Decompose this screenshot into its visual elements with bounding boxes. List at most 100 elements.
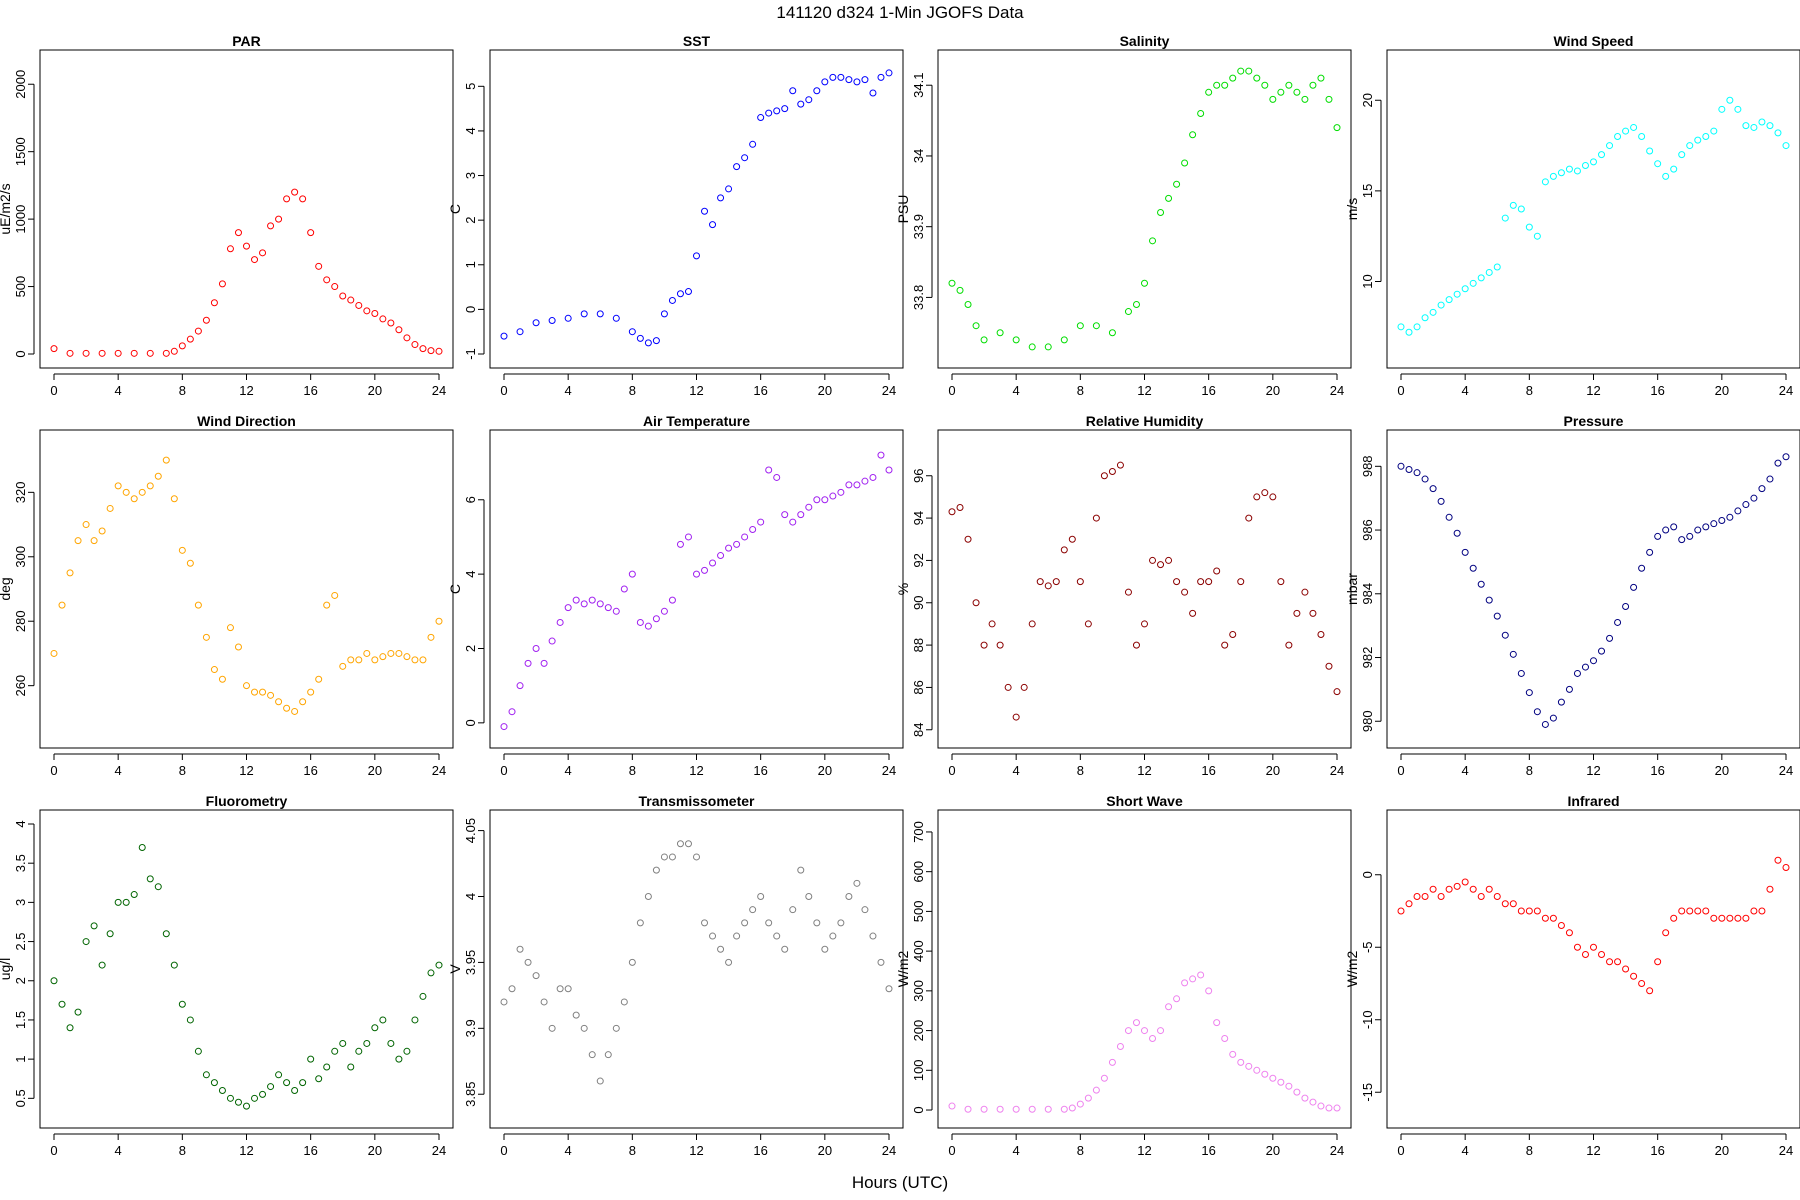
data-point xyxy=(82,938,90,946)
data-point xyxy=(1469,279,1477,287)
data-point xyxy=(1485,885,1493,893)
data-point xyxy=(1710,127,1718,135)
data-point xyxy=(1493,612,1501,620)
plot-frame xyxy=(39,429,454,749)
data-point xyxy=(684,840,692,848)
data-point xyxy=(821,945,829,953)
data-point xyxy=(162,349,170,357)
data-point xyxy=(789,906,797,914)
data-point xyxy=(307,229,315,237)
data-point xyxy=(122,488,130,496)
x-tick-label: 4 xyxy=(565,383,572,398)
data-point xyxy=(1710,914,1718,922)
data-point xyxy=(1750,907,1758,915)
data-point xyxy=(1557,169,1565,177)
data-point xyxy=(1662,929,1670,937)
data-point xyxy=(1429,885,1437,893)
data-point xyxy=(1638,133,1646,140)
data-point xyxy=(202,633,210,641)
y-tick-label: 300 xyxy=(911,980,926,1002)
data-point xyxy=(1116,461,1124,469)
data-point xyxy=(1293,88,1301,96)
data-point xyxy=(781,105,789,113)
data-point xyxy=(1277,578,1285,586)
x-tick-label: 4 xyxy=(115,763,122,778)
data-point xyxy=(988,620,996,628)
y-tick-label: 3.9 xyxy=(463,1019,478,1037)
data-point xyxy=(1413,469,1421,477)
x-tick-label: 20 xyxy=(1715,763,1729,778)
data-point xyxy=(331,591,339,599)
y-tick-label: 260 xyxy=(13,675,28,697)
y-tick-label: 3.85 xyxy=(463,1082,478,1107)
panel-7: Pressure mbar 0 4 8 12 16 20 24 980 982 984 986 988 xyxy=(1344,413,1800,778)
data-point xyxy=(1309,81,1317,89)
data-point xyxy=(1084,1094,1092,1102)
data-point xyxy=(652,337,660,345)
data-point xyxy=(1686,532,1694,540)
data-point xyxy=(411,1016,419,1024)
x-tick-label: 20 xyxy=(1715,1143,1729,1158)
data-point xyxy=(1189,609,1197,617)
data-point xyxy=(1173,995,1181,1003)
data-point xyxy=(1726,513,1734,521)
data-point xyxy=(1325,95,1333,103)
data-point xyxy=(1662,172,1670,180)
data-point xyxy=(1076,1100,1084,1108)
data-point xyxy=(741,919,749,927)
data-point xyxy=(427,633,435,641)
data-point xyxy=(299,698,307,706)
data-point xyxy=(1269,1074,1277,1082)
data-point xyxy=(869,473,877,481)
data-point xyxy=(516,328,524,336)
data-point xyxy=(1333,124,1341,132)
data-point xyxy=(1509,650,1517,658)
data-point xyxy=(1581,162,1589,169)
data-point xyxy=(355,301,363,309)
y-axis-label: deg xyxy=(0,577,13,600)
x-tick-label: 0 xyxy=(1397,763,1404,778)
y-tick-label: 88 xyxy=(911,638,926,652)
panel-title: Wind Speed xyxy=(1554,33,1634,49)
x-tick-label: 4 xyxy=(1462,1143,1469,1158)
data-point xyxy=(146,482,154,490)
y-tick-label: 700 xyxy=(911,821,926,843)
panel-6: Relative Humidity% 0 4 8 12 16 20 24 84 86 88 90 92 9… xyxy=(895,413,1352,778)
y-tick-label: 3.5 xyxy=(13,854,28,872)
data-point xyxy=(259,688,267,696)
data-point xyxy=(1237,578,1245,586)
data-point xyxy=(1197,971,1205,979)
data-point xyxy=(387,649,395,657)
data-point xyxy=(82,521,90,529)
data-point xyxy=(1493,893,1501,900)
data-point xyxy=(138,488,146,496)
x-tick-label: 24 xyxy=(1330,763,1344,778)
data-point xyxy=(1774,856,1782,864)
data-point xyxy=(1141,279,1148,287)
y-tick-label: 3 xyxy=(463,172,478,179)
data-point xyxy=(1012,336,1020,344)
x-tick-label: 4 xyxy=(1462,383,1469,398)
x-tick-label: 4 xyxy=(1013,1143,1020,1158)
y-tick-label: 0 xyxy=(1360,871,1375,878)
data-point xyxy=(1742,501,1750,509)
data-point xyxy=(733,932,741,940)
data-point xyxy=(580,600,588,608)
data-point xyxy=(1638,980,1646,987)
data-point xyxy=(1694,526,1702,534)
data-point xyxy=(1421,314,1429,322)
x-tick-label: 12 xyxy=(239,383,253,398)
data-point xyxy=(234,229,242,237)
y-tick-label: 6 xyxy=(463,496,478,503)
data-point xyxy=(1501,631,1509,639)
data-point xyxy=(789,518,797,526)
figure-xlabel: Hours (UTC) xyxy=(852,1173,948,1192)
data-point xyxy=(676,540,684,548)
x-tick-label: 24 xyxy=(882,1143,896,1158)
data-point xyxy=(178,546,186,554)
data-point xyxy=(347,296,355,304)
data-point xyxy=(291,188,299,196)
data-point xyxy=(885,466,893,474)
